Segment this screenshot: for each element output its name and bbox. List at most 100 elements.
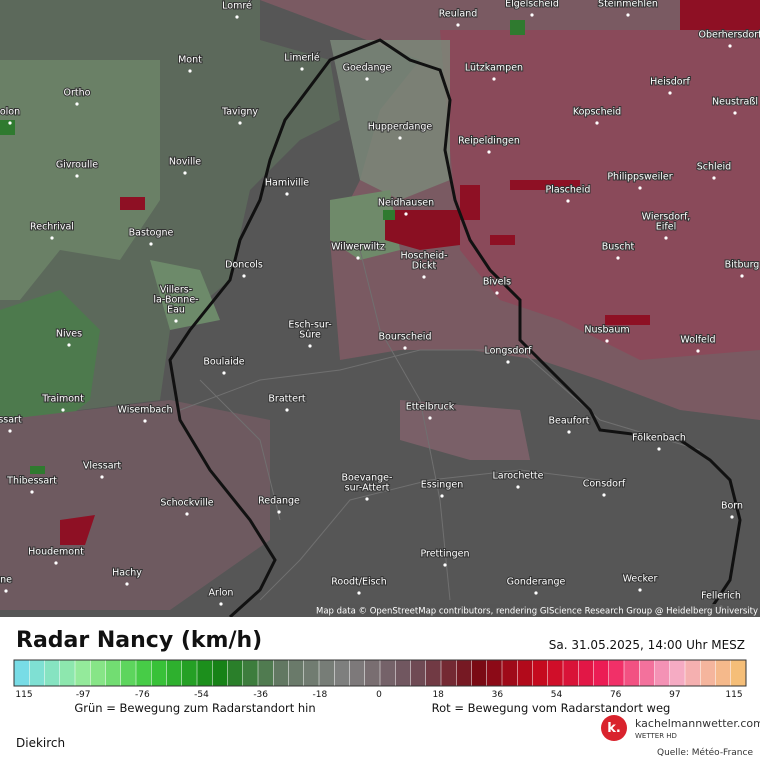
place-label: Steinmehlen <box>598 0 658 10</box>
place-label: Hoscheid- <box>400 251 447 262</box>
place-label: Rechrival <box>30 222 74 233</box>
place-label: Eau <box>167 305 185 316</box>
scale-cell <box>715 659 732 687</box>
scale-cell <box>517 659 534 687</box>
scale-cell <box>578 659 595 687</box>
scale-cell <box>669 659 686 687</box>
place-dot <box>404 212 408 216</box>
place-label: Lützkampen <box>465 63 523 74</box>
place-dot <box>403 346 407 350</box>
place-dot <box>534 591 538 595</box>
place-label: Schleid <box>697 162 731 173</box>
place-label: Tavigny <box>221 107 258 118</box>
place-label: Redange <box>258 496 300 507</box>
place-dot <box>4 589 8 593</box>
place-dot <box>143 419 147 423</box>
place-dot <box>696 349 700 353</box>
scale-cell <box>425 659 442 687</box>
place-dot <box>235 15 239 19</box>
place-label: Neustraßl <box>712 97 758 108</box>
place-label: Dickt <box>412 261 437 272</box>
place-dot <box>495 291 499 295</box>
place-dot <box>149 242 153 246</box>
logo: k. <box>607 721 621 736</box>
place-dot <box>185 512 189 516</box>
scale-cell <box>440 659 457 687</box>
place-label: Esch-sur- <box>288 320 331 331</box>
scale-cell <box>456 659 473 687</box>
place-label: Thibessart <box>6 476 57 487</box>
place-label: Prettingen <box>420 549 469 560</box>
scale-cell <box>639 659 656 687</box>
scale-cell <box>227 659 244 687</box>
scale-cell <box>29 659 46 687</box>
place-label: Traimont <box>41 394 84 405</box>
scale-cell <box>379 659 396 687</box>
brand: kachelmannwetter.com <box>635 717 760 730</box>
place-dot <box>605 339 609 343</box>
place-label: Boulaide <box>203 357 244 368</box>
scale-cell <box>288 659 305 687</box>
scale-tick-label: 0 <box>376 690 382 700</box>
place-label: Elgelscheid <box>505 0 559 10</box>
scale-cell <box>44 659 61 687</box>
place-label: Reuland <box>439 9 478 20</box>
place-dot <box>67 343 71 347</box>
place-label: ne <box>0 575 12 586</box>
place-label: Larochette <box>492 471 543 482</box>
place-label: Givroulle <box>56 160 98 171</box>
place-dot <box>356 256 360 260</box>
scale-cell <box>196 659 213 687</box>
scale-cell <box>623 659 640 687</box>
place-label: Bitburg <box>725 260 760 271</box>
place-label: Wisembach <box>118 405 173 416</box>
place-dot <box>626 13 630 17</box>
place-label: Roodt/Eisch <box>331 577 387 588</box>
place-dot <box>602 493 606 497</box>
place-dot <box>440 494 444 498</box>
place-dot <box>8 429 12 433</box>
scale-cell <box>471 659 488 687</box>
place-dot <box>456 23 460 27</box>
place-label: Hupperdange <box>368 122 433 133</box>
scale-cell <box>501 659 518 687</box>
scale-tick-label: 97 <box>669 690 680 700</box>
place-dot <box>365 77 369 81</box>
timestamp: Sa. 31.05.2025, 14:00 Uhr MESZ <box>549 638 745 652</box>
place-dot <box>50 236 54 240</box>
scale-tick-label: -18 <box>312 690 327 700</box>
place-label: Longsdorf <box>484 346 532 357</box>
scale-cell <box>212 659 229 687</box>
scale-cell <box>547 659 564 687</box>
place-dot <box>242 274 246 278</box>
place-label: Vlessart <box>83 461 122 472</box>
legend-background <box>0 617 760 760</box>
scale-cell <box>59 659 76 687</box>
place-label: olon <box>0 107 20 118</box>
place-label: Buscht <box>602 242 635 253</box>
place-dot <box>285 408 289 412</box>
scale-cell <box>181 659 198 687</box>
scale-cell <box>13 659 30 687</box>
scale-cell <box>273 659 290 687</box>
scale-cell <box>395 659 412 687</box>
scale-cell <box>318 659 335 687</box>
place-dot <box>54 561 58 565</box>
place-dot <box>285 192 289 196</box>
logo-circle <box>601 715 627 741</box>
place-dot <box>125 582 129 586</box>
place-dot <box>616 256 620 260</box>
place-label: Wilwerwiltz <box>331 242 385 253</box>
place-label: Bourscheid <box>379 332 432 343</box>
place-dot <box>100 475 104 479</box>
scale-cell <box>257 659 274 687</box>
scale-cell <box>105 659 122 687</box>
scale-cell <box>334 659 351 687</box>
place-label: la-Bonne- <box>153 295 198 306</box>
place-label: Oberhersdorf <box>699 30 760 41</box>
station: Diekirch <box>16 736 65 750</box>
place-dot <box>277 510 281 514</box>
place-label: Ortho <box>64 88 91 99</box>
place-label: Ettelbruck <box>406 402 455 413</box>
place-label: Fellerich <box>701 591 741 602</box>
